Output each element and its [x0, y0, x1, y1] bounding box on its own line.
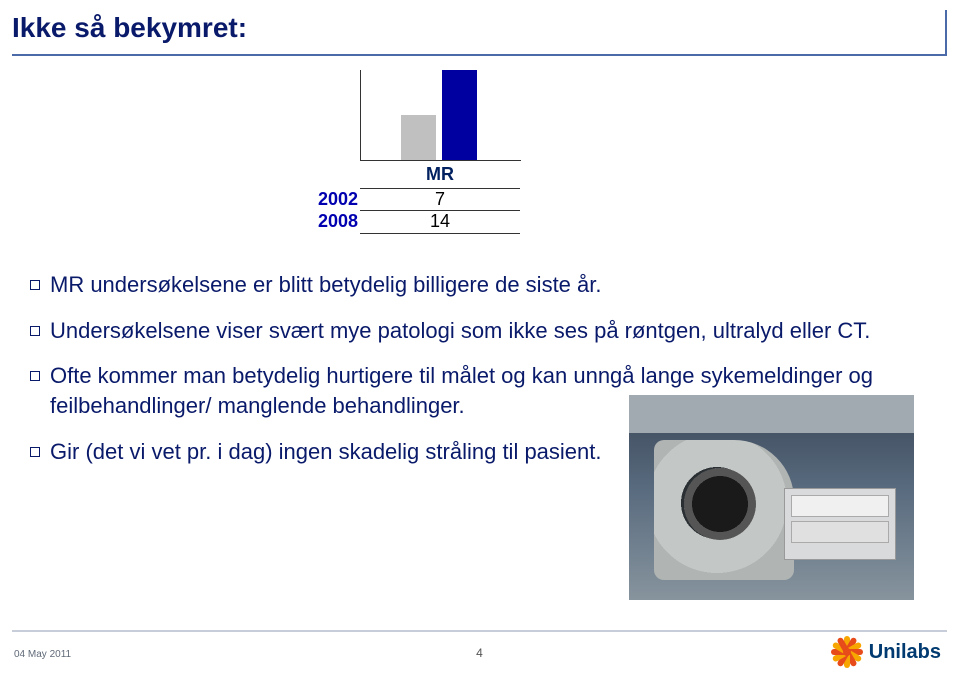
bar-2008 — [442, 70, 477, 160]
bullet-text: Undersøkelsene viser svært mye patologi … — [50, 316, 919, 346]
unilabs-logo: Unilabs — [831, 636, 941, 668]
logo-text: Unilabs — [869, 641, 941, 664]
chart-year-labels: 2002 2008 — [300, 188, 358, 232]
page-number: 4 — [476, 646, 483, 660]
title-bar: Ikke så bekymret: — [12, 10, 947, 56]
year-label-0: 2002 — [300, 188, 358, 210]
title-right-rule — [945, 10, 947, 54]
chart-value-0: 7 — [360, 188, 520, 211]
mr-chart: MR 2002 2008 7 14 — [300, 70, 550, 161]
chart-category-label: MR — [360, 164, 520, 185]
bullet-icon — [30, 280, 40, 290]
bullet-icon — [30, 326, 40, 336]
bullet-icon — [30, 447, 40, 457]
footer-date: 04 May 2011 — [14, 649, 71, 660]
bullet-item: Undersøkelsene viser svært mye patologi … — [30, 316, 919, 346]
logo-burst-icon — [831, 636, 863, 668]
footer-rule — [12, 630, 947, 632]
bullet-text: MR undersøkelsene er blitt betydelig bil… — [50, 270, 919, 300]
bullet-item: MR undersøkelsene er blitt betydelig bil… — [30, 270, 919, 300]
slide-title: Ikke så bekymret: — [12, 10, 947, 46]
bullet-icon — [30, 371, 40, 381]
mri-room-photo — [629, 395, 914, 600]
chart-plot-area — [360, 70, 521, 161]
bar-2002 — [401, 115, 436, 160]
year-label-1: 2008 — [300, 210, 358, 232]
chart-value-1: 14 — [360, 210, 520, 234]
